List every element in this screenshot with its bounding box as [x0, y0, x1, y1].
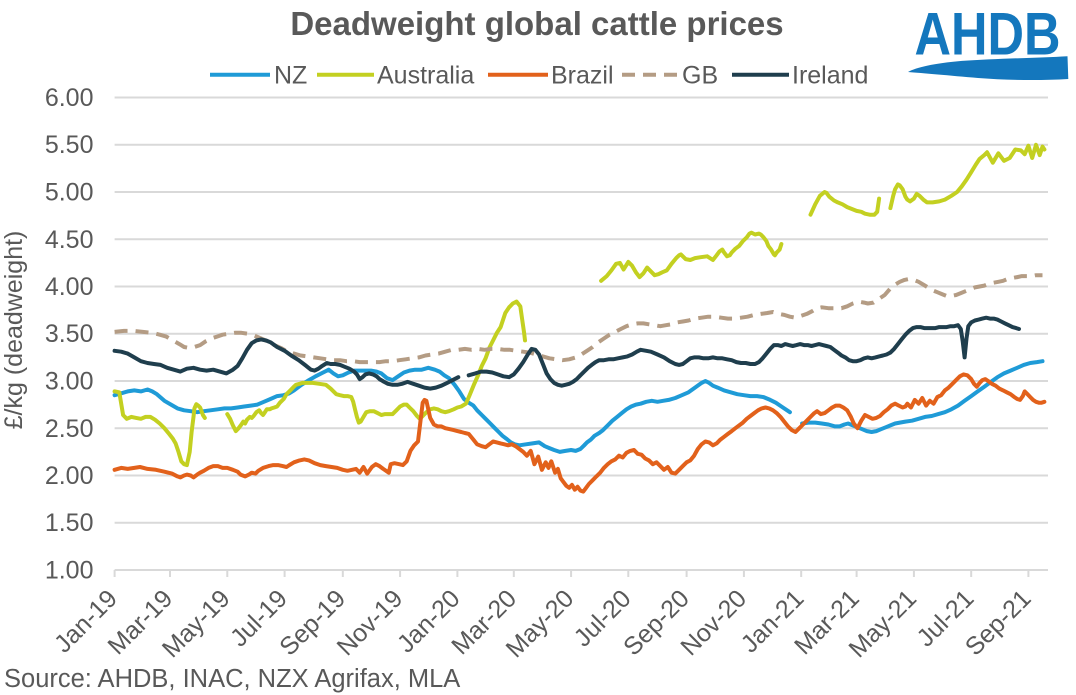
svg-text:Deadweight global cattle price: Deadweight global cattle prices	[290, 5, 783, 42]
svg-text:GB: GB	[682, 62, 718, 90]
svg-text:2.00: 2.00	[45, 462, 94, 490]
svg-text:5.00: 5.00	[45, 179, 94, 207]
svg-text:Brazil: Brazil	[551, 62, 614, 90]
svg-text:AHDB: AHDB	[915, 1, 1061, 68]
svg-text:Source: AHDB, INAC, NZX Agrifa: Source: AHDB, INAC, NZX Agrifax, MLA	[4, 665, 460, 693]
svg-text:3.50: 3.50	[45, 320, 94, 348]
svg-text:4.50: 4.50	[45, 226, 94, 254]
svg-text:1.50: 1.50	[45, 509, 94, 537]
svg-text:6.00: 6.00	[45, 84, 94, 112]
svg-text:3.00: 3.00	[45, 368, 94, 396]
svg-text:1.00: 1.00	[45, 557, 94, 585]
svg-text:4.00: 4.00	[45, 273, 94, 301]
svg-text:Ireland: Ireland	[792, 62, 868, 90]
svg-text:£/kg (deadweight): £/kg (deadweight)	[0, 231, 28, 430]
svg-text:5.50: 5.50	[45, 131, 94, 159]
svg-text:2.50: 2.50	[45, 415, 94, 443]
svg-text:Australia: Australia	[377, 62, 474, 90]
svg-text:NZ: NZ	[274, 62, 307, 90]
